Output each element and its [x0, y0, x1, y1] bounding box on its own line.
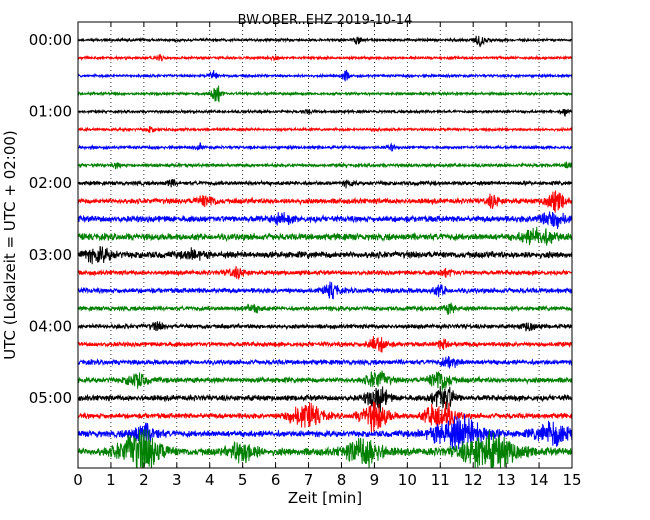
trace-0245 — [78, 226, 572, 246]
trace-0115 — [78, 126, 572, 133]
trace-0515 — [78, 401, 572, 433]
x-tick-label-0: 0 — [73, 471, 83, 489]
trace-0400 — [78, 321, 572, 332]
trace-0430 — [78, 356, 572, 369]
x-tick-label-15: 15 — [562, 471, 581, 489]
x-tick-label-2: 2 — [139, 471, 149, 489]
trace-0045 — [78, 85, 572, 103]
y-axis-label: UTC (Lokalzeit = UTC + 02:00) — [1, 130, 19, 360]
trace-0530 — [78, 414, 572, 451]
chart-title: BW.OBER..EHZ 2019-10-14 — [238, 13, 413, 28]
trace-0445 — [78, 370, 572, 391]
trace-0100 — [78, 108, 572, 117]
y-tick-label-0400: 04:00 — [29, 317, 72, 335]
trace-0130 — [78, 141, 572, 152]
plot-frame — [77, 21, 573, 469]
x-tick-label-1: 1 — [106, 471, 116, 489]
trace-0315 — [78, 266, 572, 281]
x-tick-label-4: 4 — [205, 471, 215, 489]
y-tick-label-0300: 03:00 — [29, 246, 72, 264]
trace-0015 — [78, 54, 572, 62]
trace-0215 — [78, 190, 572, 213]
trace-0000 — [78, 35, 572, 48]
y-tick-labels: 00:00 01:00 02:00 03:00 04:00 05:00 — [29, 31, 72, 407]
x-tick-label-10: 10 — [398, 471, 417, 489]
y-tick-label-0500: 05:00 — [29, 389, 72, 407]
x-tick-label-13: 13 — [497, 471, 516, 489]
seismic-traces — [78, 35, 572, 468]
x-tick-label-7: 7 — [304, 471, 314, 489]
x-tick-label-5: 5 — [238, 471, 248, 489]
trace-0330 — [78, 281, 572, 300]
y-tick-label-0000: 00:00 — [29, 31, 72, 49]
trace-0230 — [78, 211, 572, 229]
trace-0145 — [78, 161, 572, 170]
x-tick-label-9: 9 — [370, 471, 380, 489]
trace-0345 — [78, 302, 572, 315]
x-tick-label-11: 11 — [431, 471, 450, 489]
x-tick-label-3: 3 — [172, 471, 182, 489]
x-tick-label-14: 14 — [530, 471, 549, 489]
trace-0030 — [78, 69, 572, 82]
x-tick-label-12: 12 — [464, 471, 483, 489]
x-axis-label: Zeit [min] — [288, 489, 362, 507]
vertical-gridlines — [110, 22, 540, 468]
trace-0415 — [78, 336, 572, 353]
x-tick-label-6: 6 — [271, 471, 281, 489]
trace-0545 — [78, 429, 572, 468]
y-tick-label-0200: 02:00 — [29, 174, 72, 192]
axis-ticks — [77, 22, 573, 468]
x-tick-label-8: 8 — [337, 471, 347, 489]
y-tick-label-0100: 01:00 — [29, 103, 72, 121]
trace-0300 — [78, 246, 572, 265]
x-tick-labels: 0 1 2 3 4 5 6 7 8 9 10 11 12 13 14 15 — [73, 471, 581, 489]
trace-0500 — [78, 386, 572, 413]
trace-0200 — [78, 178, 572, 189]
